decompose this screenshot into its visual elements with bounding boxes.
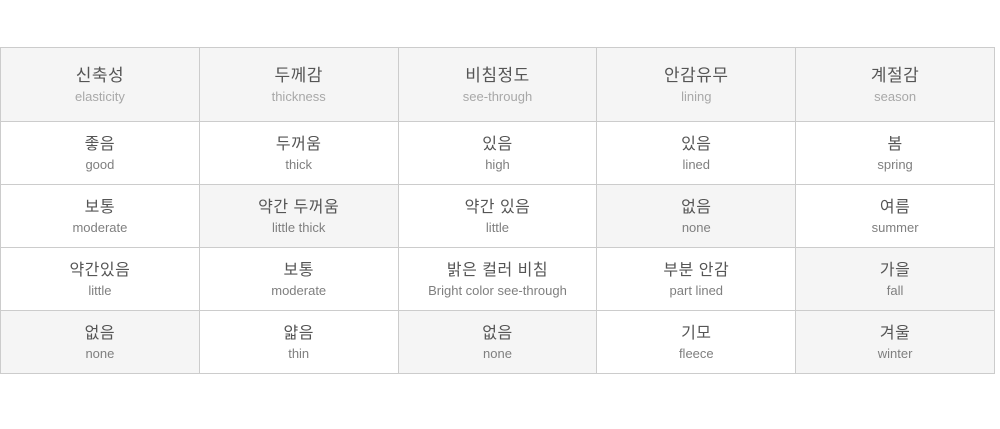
option-value-en: part lined [669, 282, 724, 298]
column-title-en: see-through [462, 88, 533, 104]
option-value-en: good [85, 156, 115, 172]
cell-lining-option-3: 부분 안감 part lined [596, 247, 797, 311]
column-header-season: 계절감 season [795, 47, 995, 122]
option-value-ko: 없음 [681, 198, 712, 216]
option-value-ko: 약간 있음 [464, 198, 531, 216]
option-value-en: moderate [271, 282, 327, 298]
column-header-see-through: 비침정도 see-through [397, 47, 598, 122]
option-value-ko: 두꺼움 [275, 135, 322, 153]
option-value-ko: 보통 [283, 261, 314, 279]
option-value-ko: 부분 안감 [663, 261, 730, 279]
option-value-en: high [485, 156, 510, 172]
option-value-en: spring [877, 156, 913, 172]
column-title-ko: 두께감 [274, 66, 323, 86]
option-value-ko: 보통 [84, 198, 116, 216]
option-value-en: little [88, 282, 112, 298]
cell-elasticity-option-3: 약간있음 little [0, 247, 200, 311]
option-value-ko: 얇음 [283, 324, 314, 342]
option-value-ko: 좋음 [84, 135, 116, 153]
table-row: 보통 moderate 약간 두꺼움 little thick 약간 있음 li… [0, 184, 995, 248]
option-value-en: none [85, 345, 115, 361]
column-title-ko: 계절감 [870, 66, 920, 86]
table-header-row: 신축성 elasticity 두께감 thickness 비침정도 see-th… [0, 47, 995, 122]
column-title-en: elasticity [74, 88, 125, 104]
cell-elasticity-option-4: 없음 none [0, 310, 200, 374]
cell-see-through-option-1: 있음 high [397, 121, 598, 185]
cell-elasticity-option-1: 좋음 good [0, 121, 200, 185]
cell-season-option-1: 봄 spring [795, 121, 995, 185]
option-value-ko: 겨울 [879, 324, 911, 342]
option-value-en: little thick [271, 219, 326, 235]
cell-see-through-option-3: 밝은 컬러 비침 Bright color see-through [397, 247, 598, 311]
table-row: 약간있음 little 보통 moderate 밝은 컬러 비침 Bright … [0, 247, 995, 311]
option-value-ko: 가을 [879, 261, 911, 279]
option-value-ko: 없음 [84, 324, 116, 342]
option-value-ko: 봄 [887, 135, 903, 153]
option-value-en: summer [871, 219, 919, 235]
column-header-lining: 안감유무 lining [596, 47, 797, 122]
table-row: 좋음 good 두꺼움 thick 있음 high 있음 lined 봄 s [0, 121, 995, 185]
cell-lining-option-1: 있음 lined [596, 121, 797, 185]
option-value-ko: 있음 [482, 135, 513, 153]
option-value-ko: 약간 두꺼움 [258, 198, 340, 216]
column-header-elasticity: 신축성 elasticity [0, 47, 200, 122]
cell-season-option-3: 가을 fall [795, 247, 995, 311]
option-value-ko: 밝은 컬러 비침 [446, 261, 549, 279]
option-value-ko: 여름 [879, 198, 911, 216]
option-value-en: none [483, 345, 512, 361]
cell-thickness-option-4: 얇음 thin [198, 310, 399, 374]
column-title-en: season [874, 88, 917, 104]
option-value-en: moderate [72, 219, 128, 235]
fabric-attributes-table: 신축성 elasticity 두께감 thickness 비침정도 see-th… [0, 47, 995, 374]
cell-thickness-option-1: 두꺼움 thick [198, 121, 399, 185]
column-title-ko: 신축성 [75, 66, 125, 86]
option-value-en: thick [285, 156, 313, 172]
option-value-en: thin [288, 345, 310, 361]
cell-lining-option-2: 없음 none [596, 184, 797, 248]
cell-see-through-option-2: 약간 있음 little [397, 184, 598, 248]
option-value-ko: 없음 [482, 324, 513, 342]
column-title-ko: 비침정도 [465, 66, 530, 86]
table-row: 없음 none 얇음 thin 없음 none 기모 fleece 겨울 w [0, 310, 995, 374]
cell-lining-option-4: 기모 fleece [596, 310, 797, 374]
cell-season-option-4: 겨울 winter [795, 310, 995, 374]
option-value-ko: 약간있음 [69, 261, 131, 279]
option-value-en: lined [682, 156, 711, 172]
column-title-en: thickness [271, 88, 326, 104]
option-value-en: Bright color see-through [428, 282, 567, 298]
cell-thickness-option-2: 약간 두꺼움 little thick [198, 184, 399, 248]
cell-season-option-2: 여름 summer [795, 184, 995, 248]
cell-see-through-option-4: 없음 none [397, 310, 598, 374]
option-value-en: fleece [678, 345, 714, 361]
option-value-en: little [485, 219, 510, 235]
option-value-ko: 기모 [681, 324, 712, 342]
option-value-en: winter [877, 345, 913, 361]
cell-thickness-option-3: 보통 moderate [198, 247, 399, 311]
column-title-ko: 안감유무 [664, 66, 729, 86]
cell-elasticity-option-2: 보통 moderate [0, 184, 200, 248]
option-value-ko: 있음 [681, 135, 712, 153]
column-title-en: lining [681, 88, 712, 104]
option-value-en: fall [886, 282, 904, 298]
column-header-thickness: 두께감 thickness [198, 47, 399, 122]
option-value-en: none [681, 219, 711, 235]
